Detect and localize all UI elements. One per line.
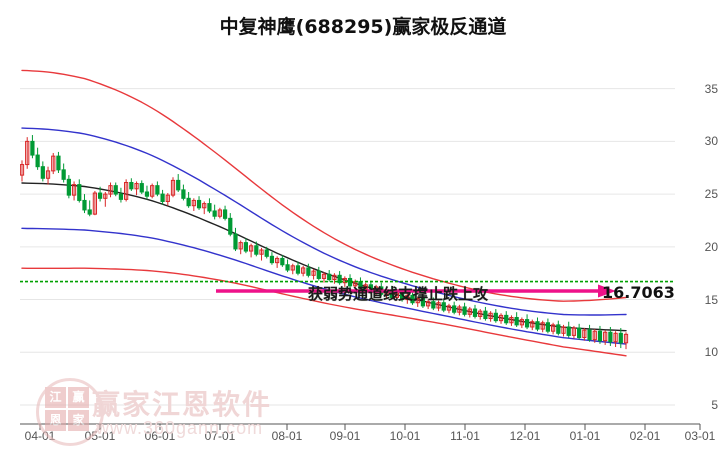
x-axis-tick: 01-01 [569, 429, 601, 443]
x-axis-tick: 10-01 [389, 429, 421, 443]
seal-grid: 江 赢 恩 家 [45, 387, 89, 431]
x-axis-tick: 08-01 [271, 429, 303, 443]
gridlines [20, 88, 675, 406]
candlesticks [20, 135, 629, 350]
y-axis-tick: 5 [711, 398, 718, 413]
annotation-text: 获弱势通道线支撑止跌上攻 [308, 285, 489, 303]
x-axis-tick: 07-01 [204, 429, 236, 443]
watermark-brand: 赢家江恩软件 [92, 388, 273, 421]
plot-area[interactable] [20, 57, 675, 424]
seal-char: 江 [45, 387, 66, 408]
price-level-label: 16.7063 [602, 283, 675, 302]
watermark-seal-icon: 江 赢 恩 家 [36, 378, 104, 446]
y-axis-tick: 15 [704, 292, 718, 307]
y-axis-tick: 25 [704, 187, 718, 202]
x-axis-tick: 03-01 [684, 429, 716, 443]
x-axis-tick: 06-01 [144, 429, 176, 443]
y-axis-tick: 10 [704, 345, 718, 360]
channel-bands [21, 69, 627, 357]
x-axis-tick: 11-01 [450, 429, 480, 443]
seal-char: 赢 [68, 387, 89, 408]
seal-char: 家 [68, 410, 89, 431]
y-axis-tick: 30 [704, 134, 718, 149]
seal-char: 恩 [45, 410, 66, 431]
x-axis-tick: 12-01 [509, 429, 541, 443]
annotation-arrow [216, 284, 616, 298]
page-title: 中复神鹰(688295)赢家极反通道 [219, 16, 507, 38]
watermark-url: www.360gann.com [96, 418, 264, 438]
x-axis-tick: 09-01 [329, 429, 361, 443]
chart-canvas [20, 69, 675, 406]
x-axis-tick: 02-01 [629, 429, 661, 443]
y-axis-tick: 20 [704, 239, 718, 254]
y-axis-tick: 35 [704, 81, 718, 96]
